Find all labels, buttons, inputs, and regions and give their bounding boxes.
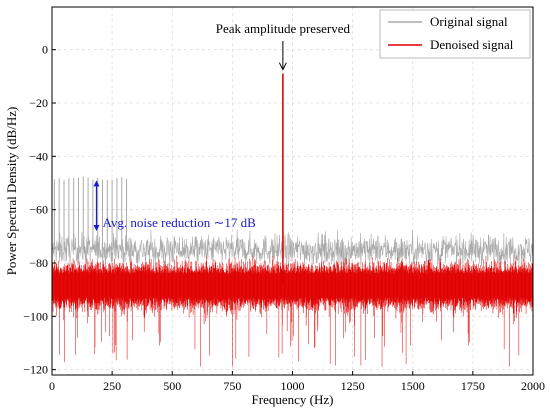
x-tick-label: 1750 xyxy=(461,379,485,393)
x-tick-label: 1000 xyxy=(281,379,305,393)
y-tick-label: −120 xyxy=(23,363,48,377)
peak-arrow-head xyxy=(278,62,287,71)
x-tick-label: 500 xyxy=(163,379,181,393)
x-tick-label: 1250 xyxy=(341,379,365,393)
y-axis-label: Power Spectral Density (dB/Hz) xyxy=(4,107,19,276)
legend-label-original: Original signal xyxy=(430,14,508,29)
x-tick-label: 2000 xyxy=(521,379,545,393)
original-signal-series xyxy=(51,73,534,282)
y-axis-ticks: 0 −20 −40 −60 −80 −100 −120 xyxy=(23,43,56,377)
y-tick-label: −80 xyxy=(29,256,48,270)
x-tick-label: 250 xyxy=(103,379,121,393)
y-tick-label: −20 xyxy=(29,96,48,110)
x-axis-ticks: 0 250 500 750 1000 1250 1500 1750 2000 xyxy=(49,371,545,393)
y-tick-label: −100 xyxy=(23,309,48,323)
x-tick-label: 750 xyxy=(223,379,241,393)
y-tick-label: −40 xyxy=(29,149,48,163)
noise-reduction-annotation: Avg. noise reduction ∼17 dB xyxy=(103,215,257,230)
legend-label-denoised: Denoised signal xyxy=(430,37,514,52)
x-tick-label: 1500 xyxy=(401,379,425,393)
noise-arrow-head-top xyxy=(93,180,100,187)
original-signal-line xyxy=(51,229,534,282)
y-tick-label: 0 xyxy=(42,43,48,57)
peak-annotation: Peak amplitude preserved xyxy=(216,21,351,36)
legend-box xyxy=(379,9,531,59)
noise-arrow-head-bottom xyxy=(93,225,100,231)
y-tick-label: −60 xyxy=(29,203,48,217)
x-axis-label: Frequency (Hz) xyxy=(252,392,334,407)
legend: Original signal Denoised signal xyxy=(379,9,531,59)
x-tick-label: 0 xyxy=(49,379,55,393)
grid xyxy=(51,7,534,375)
